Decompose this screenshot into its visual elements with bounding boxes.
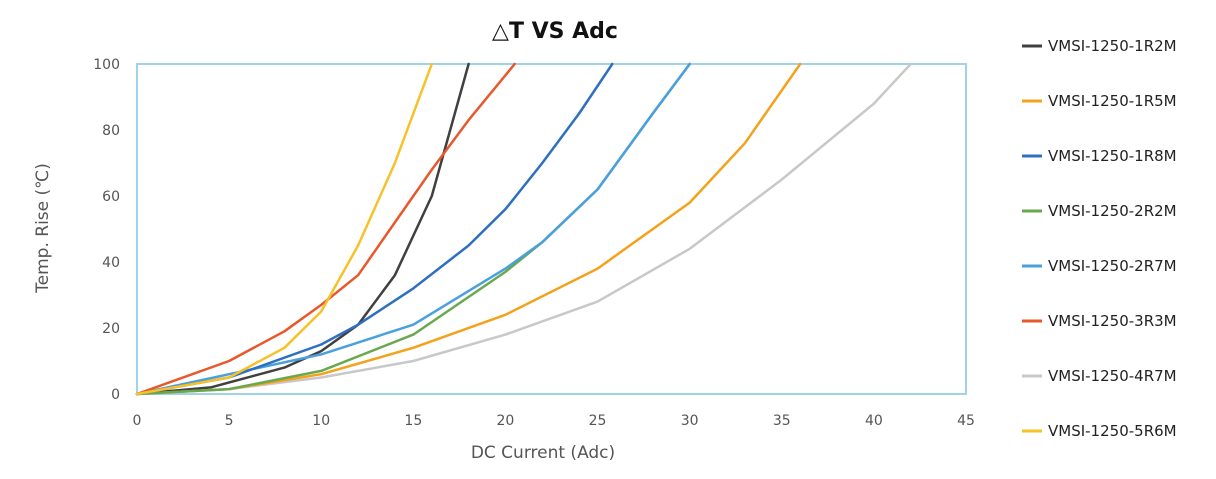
legend-item: VMSI-1250-2R2M (1022, 202, 1177, 220)
x-tick-label: 30 (681, 413, 699, 429)
legend: VMSI-1250-1R2M VMSI-1250-1R5M VMSI-1250-1R… (1022, 37, 1177, 440)
legend-label: VMSI-1250-1R2M (1048, 37, 1177, 55)
legend-label: VMSI-1250-3R3M (1048, 312, 1177, 330)
y-tick-label: 60 (102, 189, 120, 205)
legend-item: VMSI-1250-1R2M (1022, 37, 1177, 55)
legend-label: VMSI-1250-4R7M (1048, 367, 1177, 385)
x-tick-label: 10 (312, 413, 330, 429)
legend-item: VMSI-1250-3R3M (1022, 312, 1177, 330)
series-lines (135, 62, 912, 396)
plot-frame (136, 63, 967, 395)
y-axis-ticks: 0 20 40 60 80 100 (93, 57, 120, 403)
plot-area (136, 63, 967, 395)
legend-label: VMSI-1250-2R7M (1048, 257, 1177, 275)
series-line-vmsi-1250-5r6m (135, 62, 434, 396)
series-line-vmsi-1250-3r3m (135, 62, 516, 396)
legend-item: VMSI-1250-1R5M (1022, 92, 1177, 110)
x-axis-ticks: 0 5 10 15 20 25 30 35 40 45 (133, 413, 975, 429)
series-line-vmsi-1250-1r8m (135, 62, 614, 396)
legend-item: VMSI-1250-2R7M (1022, 257, 1177, 275)
x-tick-label: 35 (773, 413, 791, 429)
y-tick-label: 100 (93, 57, 120, 73)
legend-item: VMSI-1250-1R8M (1022, 147, 1177, 165)
x-tick-label: 15 (404, 413, 422, 429)
y-axis-label: Temp. Rise (℃) (33, 163, 53, 294)
legend-item: VMSI-1250-5R6M (1022, 422, 1177, 440)
y-tick-label: 80 (102, 123, 120, 139)
legend-label: VMSI-1250-1R5M (1048, 92, 1177, 110)
legend-item: VMSI-1250-4R7M (1022, 367, 1177, 385)
legend-label: VMSI-1250-1R8M (1048, 147, 1177, 165)
x-tick-label: 40 (865, 413, 883, 429)
y-tick-label: 40 (102, 255, 120, 271)
x-tick-label: 0 (133, 413, 142, 429)
chart-title: △T VS Adc (492, 19, 618, 44)
series-line-vmsi-1250-1r2m (135, 62, 470, 396)
x-tick-label: 20 (497, 413, 515, 429)
x-axis-label: DC Current (Adc) (471, 443, 615, 463)
legend-label: VMSI-1250-2R2M (1048, 202, 1177, 220)
x-tick-label: 5 (225, 413, 234, 429)
series-line-vmsi-1250-4r7m (135, 62, 912, 396)
x-tick-label: 45 (957, 413, 975, 429)
legend-label: VMSI-1250-5R6M (1048, 422, 1177, 440)
x-tick-label: 25 (589, 413, 607, 429)
y-tick-label: 20 (102, 321, 120, 337)
y-tick-label: 0 (111, 387, 120, 403)
